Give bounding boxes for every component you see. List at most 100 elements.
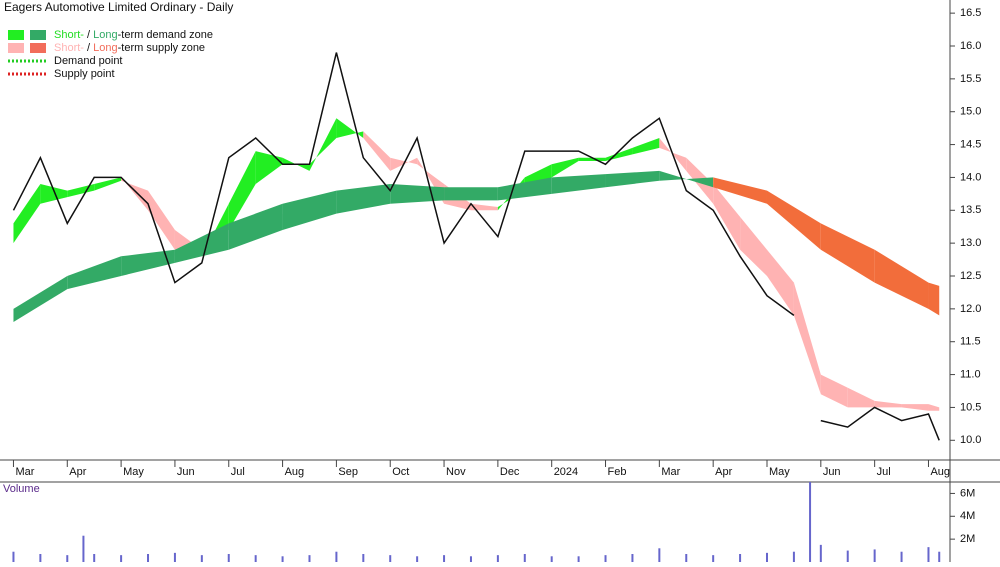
zone-segment <box>417 157 445 204</box>
zone-segment <box>766 190 821 250</box>
chart-title: Eagers Automotive Limited Ordinary - Dai… <box>4 0 233 14</box>
zone-segment <box>740 216 767 276</box>
volume-bar <box>523 554 526 562</box>
legend-text: Supply point <box>54 68 115 80</box>
volume-bar <box>389 555 392 562</box>
volume-bar <box>765 552 768 562</box>
zone-segment <box>174 223 229 263</box>
volume-bar <box>685 554 688 562</box>
x-tick-label: Mar <box>661 466 680 478</box>
volume-bar <box>443 555 446 562</box>
volume-bar <box>938 551 941 562</box>
legend-swatch <box>30 43 46 53</box>
x-tick-label: Oct <box>392 466 409 478</box>
x-tick-label: Jun <box>177 466 195 478</box>
legend-text: / <box>84 29 93 41</box>
zone-segment <box>67 184 95 198</box>
y-tick-label: 11.5 <box>960 336 981 348</box>
zone-segment <box>444 187 498 201</box>
legend-label: Short- / Long-term demand zone <box>54 29 213 41</box>
volume-bar <box>846 550 849 562</box>
volume-bar <box>200 555 203 562</box>
zone-segment <box>121 249 175 276</box>
zone-segment <box>874 400 902 408</box>
zone-segment <box>228 203 283 250</box>
zone-segment <box>928 282 940 316</box>
volume-bar <box>900 551 903 562</box>
y-tick-label: 15.5 <box>960 73 981 85</box>
legend-label: Short- / Long-term supply zone <box>54 42 205 54</box>
x-tick-label: Nov <box>446 466 466 478</box>
x-tick-label: Sep <box>338 466 358 478</box>
y-tick-label: 14.0 <box>960 171 981 183</box>
y-tick-label: 10.0 <box>960 434 981 446</box>
x-tick-label: May <box>769 466 790 478</box>
volume-bar <box>147 554 150 562</box>
x-tick-label: Aug <box>930 466 950 478</box>
zone-segment <box>13 184 41 244</box>
legend-text: Long <box>93 42 117 54</box>
volume-bar <box>308 555 311 562</box>
legend-swatch <box>8 43 24 53</box>
volume-bar <box>173 552 176 562</box>
y-tick-label: 11.0 <box>960 368 981 380</box>
volume-bar <box>335 551 338 562</box>
volume-bar <box>873 549 876 562</box>
zone-segment <box>470 203 498 211</box>
volume-bar <box>39 554 42 562</box>
volume-bar <box>631 554 634 562</box>
volume-bar <box>227 554 230 562</box>
x-tick-label: Feb <box>608 466 627 478</box>
zone-segment <box>847 387 875 408</box>
y-tick-label: 10.5 <box>960 401 981 413</box>
volume-bar <box>82 535 85 562</box>
zone-segment <box>659 170 714 188</box>
legend-text: Short- <box>54 42 84 54</box>
volume-bar <box>120 555 123 562</box>
y-tick-label: 16.0 <box>960 40 981 52</box>
volume-bar <box>712 555 715 562</box>
x-tick-label: Jul <box>877 466 891 478</box>
zone-segment <box>793 282 821 395</box>
y-tick-label: 12.0 <box>960 303 981 315</box>
zone-segment <box>255 151 283 184</box>
price-line <box>12 52 940 441</box>
zone-segment <box>228 151 256 230</box>
volume-bar <box>254 555 257 562</box>
zone-segment <box>551 174 606 194</box>
y-tick-label: 16.5 <box>960 7 981 19</box>
volume-title: Volume <box>3 483 40 495</box>
volume-bar <box>809 482 812 562</box>
zone-segment <box>121 177 149 211</box>
zone-segment <box>820 374 848 408</box>
legend-text: Demand point <box>54 55 123 67</box>
legend-label: Demand point <box>54 55 123 67</box>
volume-bar <box>281 556 284 562</box>
y-tick-label: 2M <box>960 533 975 545</box>
zone-segment <box>766 249 794 316</box>
x-tick-label: Apr <box>69 466 86 478</box>
volume-bar <box>550 556 553 562</box>
volume-bar <box>927 547 930 562</box>
volume-bar <box>658 548 661 562</box>
y-tick-label: 6M <box>960 487 975 499</box>
legend-text: Long <box>93 29 117 41</box>
zone-segment <box>13 276 68 322</box>
volume-bar <box>577 556 580 562</box>
zone-segment <box>874 249 929 309</box>
legend-swatch <box>30 30 46 40</box>
volume-bar <box>496 555 499 562</box>
x-tick-label: Jul <box>231 466 245 478</box>
y-tick-label: 12.5 <box>960 270 981 282</box>
x-tick-label: Dec <box>500 466 520 478</box>
volume-bar <box>362 554 365 562</box>
x-tick-label: May <box>123 466 144 478</box>
zone-segment <box>148 190 175 250</box>
y-tick-label: 15.0 <box>960 106 981 118</box>
volume-bar <box>416 556 419 562</box>
volume-bar <box>66 555 69 562</box>
x-tick-label: Mar <box>15 466 34 478</box>
price-panel <box>12 52 940 441</box>
